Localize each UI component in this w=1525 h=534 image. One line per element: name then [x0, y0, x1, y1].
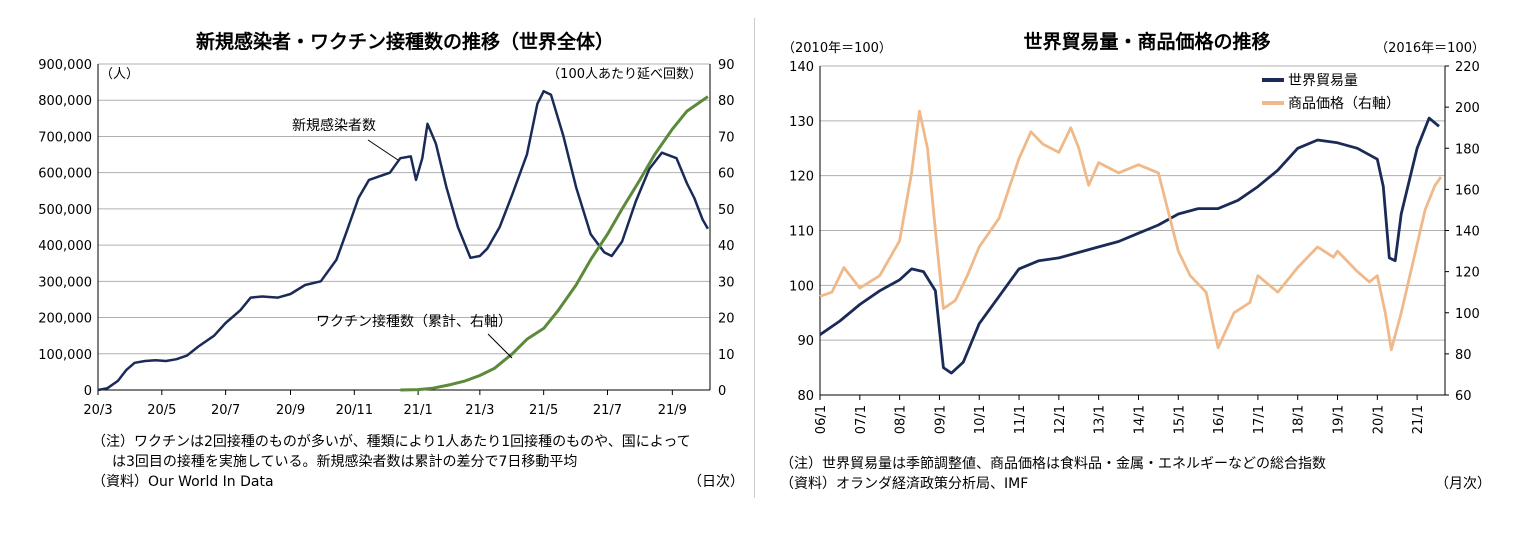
y-left-tick-label: 600,000	[38, 167, 92, 182]
source-note: （資料）Our World In Data	[92, 474, 274, 490]
x-tick-label: 08/1	[894, 405, 909, 434]
y-right-tick-label: 120	[1455, 266, 1480, 281]
y-left-unit: （人）	[100, 67, 139, 82]
series-line-cases	[97, 89, 709, 392]
y-right-tick-label: 140	[1455, 225, 1480, 240]
y-left-tick-label: 100	[789, 279, 814, 294]
series-label-vaccine: ワクチン接種数（累計、右軸）	[316, 313, 512, 330]
trade-chart: 世界貿易量・商品価格の推移 （2010年＝100） （2016年＝100） 80…	[782, 30, 1485, 434]
panel-divider	[754, 18, 755, 498]
y-right-tick-label: 90	[718, 58, 735, 73]
y-right-tick-label: 50	[718, 203, 735, 218]
x-tick-label: 19/1	[1332, 405, 1347, 434]
y-right-tick-label: 30	[718, 275, 735, 290]
x-tick-label: 20/3	[83, 403, 112, 418]
y-right-tick-label: 40	[718, 239, 735, 254]
x-tick-label: 20/9	[276, 403, 305, 418]
x-tick-label: 15/1	[1172, 405, 1187, 434]
y-left-tick-label: 700,000	[38, 130, 92, 145]
y-right-tick-label: 100	[1455, 307, 1480, 322]
legend-label-trade: 世界貿易量	[1288, 73, 1358, 89]
x-unit-label: （月次）	[1435, 476, 1491, 492]
y-right-tick-label: 70	[718, 130, 735, 145]
chart-title: 世界貿易量・商品価格の推移	[1023, 30, 1270, 53]
source-note: （資料）オランダ経済政策分析局、IMF	[780, 476, 1029, 492]
x-tick-label: 20/1	[1371, 405, 1386, 434]
y-left-tick-label: 80	[797, 389, 814, 404]
y-left-tick-label: 300,000	[38, 275, 92, 290]
y-right-tick-label: 60	[1455, 389, 1472, 404]
trade-chart-panel: 世界貿易量・商品価格の推移 （2010年＝100） （2016年＝100） 80…	[762, 0, 1525, 534]
x-tick-label: 10/1	[973, 405, 988, 434]
y-left-tick-label: 800,000	[38, 94, 92, 109]
y-right-tick-label: 180	[1455, 142, 1480, 157]
x-tick-label: 17/1	[1252, 405, 1267, 434]
x-tick-label: 21/9	[658, 403, 687, 418]
x-unit-label: （日次）	[688, 474, 744, 490]
y-left-tick-label: 110	[789, 225, 814, 240]
x-tick-label: 21/3	[465, 403, 494, 418]
y-right-unit: （100人あたり延べ回数）	[547, 67, 702, 82]
y-right-tick-label: 160	[1455, 183, 1480, 198]
x-tick-label: 11/1	[1013, 405, 1028, 434]
y-right-tick-label: 200	[1455, 101, 1480, 116]
series-line-trade	[819, 116, 1440, 375]
y-left-tick-label: 500,000	[38, 203, 92, 218]
x-tick-label: 16/1	[1212, 405, 1227, 434]
y-left-tick-label: 90	[797, 334, 814, 349]
x-tick-label: 21/1	[404, 403, 433, 418]
y-right-unit: （2016年＝100）	[1375, 41, 1485, 56]
y-left-tick-label: 140	[789, 60, 814, 75]
y-left-tick-label: 400,000	[38, 239, 92, 254]
legend: 世界貿易量 商品価格（右軸）	[1262, 73, 1400, 112]
series-line-vaccine	[400, 95, 709, 392]
legend-label-price: 商品価格（右軸）	[1288, 96, 1400, 112]
note-line-2: は3回目の接種を実施している。新規感染者数は累計の差分で7日移動平均	[112, 454, 578, 470]
y-left-tick-label: 900,000	[38, 58, 92, 73]
x-tick-label: 06/1	[814, 405, 829, 434]
y-right-tick-label: 0	[718, 384, 726, 399]
series-line-price	[819, 109, 1443, 352]
x-tick-label: 20/11	[336, 403, 373, 418]
x-tick-label: 21/7	[593, 403, 622, 418]
y-right-tick-label: 60	[718, 167, 735, 182]
y-right-tick-label: 20	[718, 312, 735, 327]
covid-chart: 新規感染者・ワクチン接種数の推移（世界全体） （人） （100人あたり延べ回数）…	[38, 30, 735, 418]
vaccine-label-leader	[487, 333, 513, 359]
x-tick-label: 21/5	[529, 403, 558, 418]
y-left-tick-label: 200,000	[38, 312, 92, 327]
x-tick-label: 12/1	[1053, 405, 1068, 434]
y-right-tick-label: 80	[718, 94, 735, 109]
x-tick-label: 09/1	[933, 405, 948, 434]
y-left-tick-label: 0	[84, 384, 92, 399]
note-line-1: （注）ワクチンは2回接種のものが多いが、種類により1人あたり1回接種のものや、国…	[92, 434, 691, 450]
x-tick-label: 14/1	[1132, 405, 1147, 434]
y-left-tick-label: 100,000	[38, 348, 92, 363]
x-tick-label: 13/1	[1093, 405, 1108, 434]
x-tick-label: 21/1	[1411, 405, 1426, 434]
cases-label-leader	[367, 139, 399, 161]
note-line-1: （注）世界貿易量は季節調整値、商品価格は食料品・金属・エネルギーなどの総合指数	[780, 456, 1326, 472]
x-tick-label: 18/1	[1292, 405, 1307, 434]
series-label-cases: 新規感染者数	[292, 117, 376, 134]
y-right-tick-label: 80	[1455, 348, 1472, 363]
y-left-unit: （2010年＝100）	[782, 41, 892, 56]
y-left-tick-label: 120	[789, 170, 814, 185]
x-tick-label: 20/5	[147, 403, 176, 418]
y-right-tick-label: 10	[718, 348, 735, 363]
y-left-tick-label: 130	[789, 115, 814, 130]
y-right-tick-label: 220	[1455, 60, 1480, 75]
covid-chart-panel: 新規感染者・ワクチン接種数の推移（世界全体） （人） （100人あたり延べ回数）…	[0, 0, 750, 534]
x-tick-label: 07/1	[854, 405, 869, 434]
x-tick-label: 20/7	[211, 403, 240, 418]
chart-title: 新規感染者・ワクチン接種数の推移（世界全体）	[196, 30, 614, 53]
